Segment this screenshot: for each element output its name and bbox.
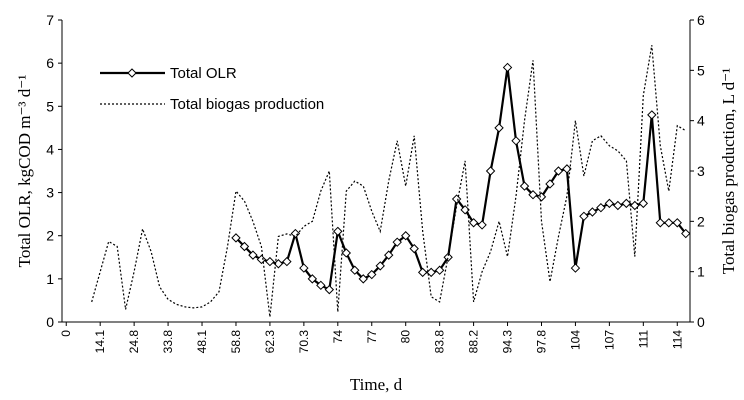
y2-axis-title: Total biogas production, L d⁻¹: [719, 68, 738, 274]
marker: [528, 190, 538, 200]
x-tick-label: 114: [670, 330, 684, 349]
marker: [400, 231, 411, 241]
marker: [681, 228, 691, 239]
marker: [434, 265, 445, 275]
marker: [417, 267, 428, 278]
x-tick-label: 94.3: [501, 330, 515, 354]
y-axis-title: Total OLR, kgCOD m⁻³ d⁻¹: [15, 75, 34, 268]
marker: [647, 110, 657, 120]
marker: [341, 248, 352, 258]
marker: [519, 181, 530, 191]
x-axis-title: Time, d: [350, 375, 403, 394]
marker: [426, 267, 436, 278]
series-line: [91, 45, 687, 318]
x-tick-label: 24.8: [127, 330, 141, 354]
marker: [350, 265, 360, 275]
marker: [299, 263, 309, 273]
marker: [307, 274, 318, 284]
x-tick-label: 58.8: [229, 330, 243, 354]
marker: [375, 261, 385, 271]
marker: [477, 220, 487, 230]
marker: [579, 211, 589, 222]
x-tick-label: 107: [602, 330, 616, 350]
marker: [358, 274, 368, 284]
marker: [638, 198, 649, 209]
marker: [324, 284, 335, 295]
x-tick-label: 80: [399, 330, 413, 344]
y-tick-label: 0: [46, 314, 54, 330]
marker: [511, 136, 521, 146]
x-tick-label: 111: [636, 330, 650, 349]
y2-tick-label: 1: [697, 264, 705, 280]
y-tick-label: 3: [46, 185, 54, 201]
marker: [553, 166, 564, 176]
marker: [672, 218, 682, 228]
marker: [604, 198, 615, 209]
x-tick-label: 104: [568, 330, 582, 350]
y2-tick-label: 6: [697, 12, 705, 28]
y-tick-label: 5: [46, 98, 54, 114]
marker: [273, 259, 284, 269]
marker: [316, 280, 326, 291]
marker: [596, 202, 606, 213]
x-tick-label: 97.8: [534, 330, 548, 354]
marker: [468, 218, 479, 228]
x-tick-label: 48.1: [195, 330, 209, 354]
y2-tick-label: 0: [697, 314, 705, 330]
marker: [256, 254, 267, 265]
marker: [545, 179, 555, 189]
x-tick-label: 88.2: [467, 330, 481, 354]
y2-tick-label: 4: [697, 113, 705, 129]
marker: [265, 256, 275, 267]
x-tick-label: 77: [365, 330, 379, 344]
marker: [443, 252, 453, 262]
legend-label: Total biogas production: [170, 96, 324, 113]
marker: [290, 228, 301, 239]
marker: [562, 164, 572, 174]
y-tick-label: 7: [46, 12, 54, 28]
y2-tick-label: 2: [697, 213, 705, 229]
x-tick-label: 62.3: [263, 330, 277, 354]
marker: [409, 243, 419, 254]
marker: [282, 256, 292, 267]
x-tick-label: 83.8: [433, 330, 447, 354]
marker: [502, 62, 513, 73]
marker: [485, 166, 496, 176]
marker: [570, 263, 581, 273]
marker: [384, 250, 394, 260]
marker: [248, 250, 258, 260]
marker: [587, 207, 598, 217]
x-tick-label: 33.8: [161, 330, 175, 354]
x-tick-label: 70.3: [297, 330, 311, 354]
marker: [613, 200, 623, 211]
marker: [333, 226, 343, 237]
marker: [494, 123, 504, 133]
y2-tick-label: 3: [697, 163, 705, 179]
y-tick-label: 2: [46, 228, 54, 244]
x-tick-label: 0: [59, 330, 73, 337]
marker: [367, 269, 377, 280]
y-tick-label: 6: [46, 55, 54, 71]
y-tick-label: 4: [46, 141, 54, 157]
legend-marker: [127, 68, 137, 78]
marker: [655, 218, 666, 228]
marker: [536, 192, 547, 202]
marker: [664, 218, 674, 228]
marker: [392, 237, 402, 247]
y2-tick-label: 5: [697, 62, 705, 78]
legend-label: Total OLR: [170, 65, 237, 82]
marker: [239, 241, 250, 252]
x-tick-label: 74: [331, 330, 345, 344]
marker: [621, 198, 632, 209]
x-tick-label: 14.1: [93, 330, 107, 354]
y-tick-label: 1: [46, 271, 54, 287]
marker: [231, 233, 241, 243]
